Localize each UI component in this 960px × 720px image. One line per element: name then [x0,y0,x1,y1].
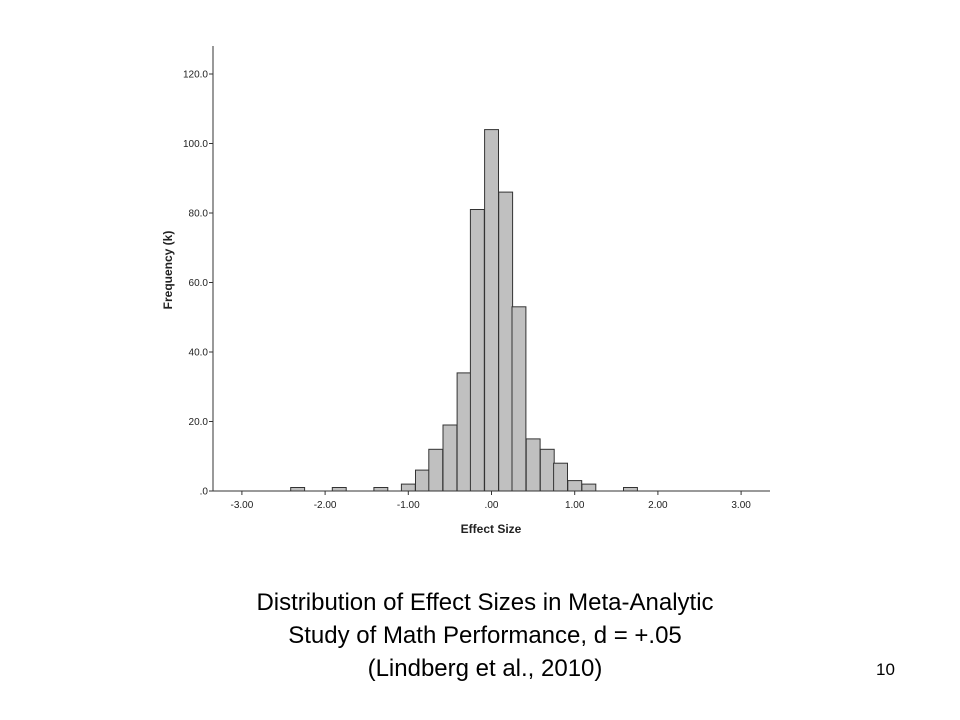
x-axis-ticks: -3.00 -2.00 -1.00 .00 1.00 2.00 3.00 [231,491,751,511]
histogram-bar [290,487,306,492]
page-number: 10 [876,660,895,679]
caption-line-3: (Lindberg et al., 2010) [367,655,603,682]
y-tick-label: 40.0 [189,348,209,359]
histogram-bar [539,448,555,492]
histogram-bar [373,487,389,492]
y-tick-label: 60.0 [189,278,209,289]
histogram-bar [428,448,444,492]
histogram-bar [469,209,485,492]
y-axis-title: Frequency (k) [161,231,175,310]
x-tick-label: 3.00 [731,500,751,511]
histogram-bars [290,129,638,492]
y-tick-label: 120.0 [183,70,208,81]
y-axis-ticks: .0 20.0 40.0 60.0 80.0 100.0 120.0 [183,70,213,498]
histogram-bar [525,438,541,492]
caption-line-1: Distribution of Effect Sizes in Meta-Ana… [256,589,714,616]
y-tick-label: 100.0 [183,139,208,150]
histogram-bar [331,487,347,492]
caption-line-2: Study of Math Performance, d = +.05 [288,622,682,649]
x-tick-label: -1.00 [397,500,420,511]
x-tick-label: -2.00 [314,500,337,511]
x-tick-label: .00 [485,500,499,511]
histogram-bar [456,372,472,492]
histogram-bar [498,191,514,492]
histogram-bar [400,483,416,492]
histogram-bar [511,306,527,492]
histogram-bar [581,483,597,492]
y-tick-label: 80.0 [189,209,209,220]
histogram-bar [442,424,458,492]
y-tick-label: 20.0 [189,417,209,428]
x-tick-label: -3.00 [231,500,254,511]
x-axis-title: Effect Size [461,522,522,536]
histogram-bar [553,462,568,492]
histogram-bar [567,480,583,492]
x-tick-label: 1.00 [565,500,585,511]
figure-caption: Distribution of Effect Sizes in Meta-Ana… [160,586,810,685]
histogram-bar [623,487,638,492]
histogram-bar [484,129,500,492]
x-tick-label: 2.00 [648,500,668,511]
histogram-bar [415,469,430,492]
y-tick-label: .0 [200,487,209,498]
